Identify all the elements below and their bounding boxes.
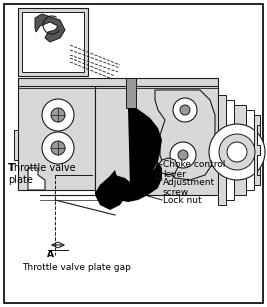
Text: A: A xyxy=(46,250,53,259)
Polygon shape xyxy=(158,158,178,175)
Polygon shape xyxy=(28,168,45,190)
Circle shape xyxy=(51,141,65,155)
Polygon shape xyxy=(95,85,218,195)
Text: Throttle valve
plate: Throttle valve plate xyxy=(8,163,76,185)
Text: T: T xyxy=(8,163,15,173)
Circle shape xyxy=(227,142,247,162)
Circle shape xyxy=(219,134,255,170)
Bar xyxy=(126,78,136,108)
Bar xyxy=(246,110,254,190)
Circle shape xyxy=(173,98,197,122)
Circle shape xyxy=(42,132,74,164)
Circle shape xyxy=(209,124,265,180)
Polygon shape xyxy=(155,90,215,180)
Circle shape xyxy=(178,150,188,160)
Circle shape xyxy=(170,142,196,168)
Text: Lock nut: Lock nut xyxy=(163,196,202,205)
Bar xyxy=(18,8,88,76)
Bar xyxy=(234,105,246,195)
Polygon shape xyxy=(35,14,65,42)
Bar xyxy=(22,12,84,72)
Circle shape xyxy=(51,108,65,122)
Text: Adjustment
screw: Adjustment screw xyxy=(163,178,215,197)
Bar xyxy=(18,78,218,86)
Text: Throttle valve plate gap: Throttle valve plate gap xyxy=(22,263,131,272)
Bar xyxy=(218,95,226,205)
Polygon shape xyxy=(14,130,18,160)
Text: Choke control
lever: Choke control lever xyxy=(163,160,225,179)
Polygon shape xyxy=(95,108,162,210)
Polygon shape xyxy=(95,162,162,202)
Circle shape xyxy=(180,105,190,115)
Circle shape xyxy=(42,99,74,131)
Bar xyxy=(226,100,234,200)
Bar xyxy=(254,115,260,185)
Polygon shape xyxy=(254,115,260,185)
Bar xyxy=(18,85,95,190)
